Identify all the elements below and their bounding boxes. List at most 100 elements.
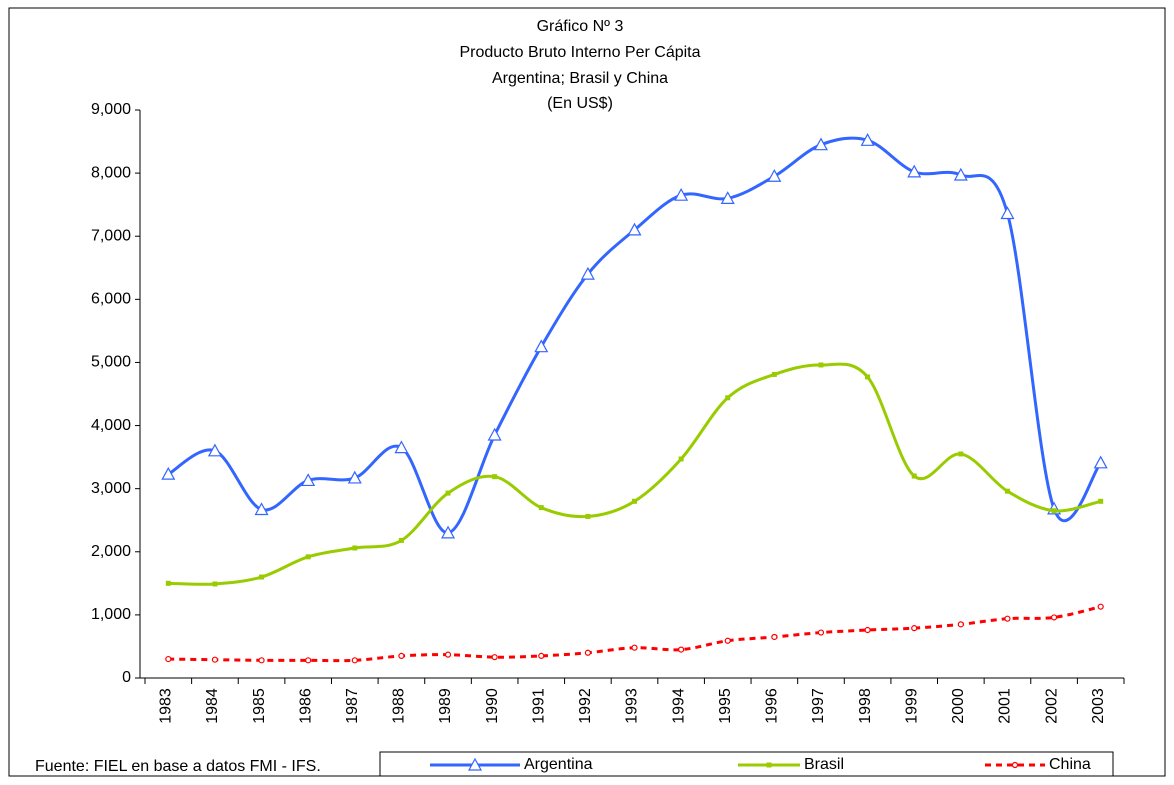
data-point xyxy=(165,580,171,586)
x-tick-label: 2001 xyxy=(997,688,1014,724)
data-point xyxy=(305,554,311,560)
data-point xyxy=(534,339,549,353)
data-point xyxy=(301,473,316,487)
y-tick-label: 5,000 xyxy=(91,354,131,371)
data-point xyxy=(165,655,172,663)
y-tick-label: 1,000 xyxy=(91,606,131,623)
data-point xyxy=(398,652,405,660)
data-point xyxy=(724,637,731,644)
x-tick-label: 1985 xyxy=(251,688,268,724)
x-tick-label: 2000 xyxy=(950,688,967,724)
x-tick-label: 1998 xyxy=(857,688,874,724)
x-tick-label: 1997 xyxy=(810,688,827,724)
data-point xyxy=(441,525,456,539)
y-tick-label: 3,000 xyxy=(91,480,131,497)
x-tick-label: 1999 xyxy=(903,688,920,724)
chart-title: Gráfico Nº 3 xyxy=(537,18,624,35)
data-point xyxy=(817,629,825,636)
data-point xyxy=(207,443,222,457)
series-line xyxy=(168,362,1102,586)
data-point xyxy=(487,427,502,441)
data-point xyxy=(259,574,265,580)
data-point xyxy=(674,187,689,201)
data-point xyxy=(351,657,358,664)
data-point xyxy=(1000,206,1015,220)
x-tick-label: 1992 xyxy=(577,688,594,724)
x-tick-label: 1984 xyxy=(204,688,221,724)
data-point xyxy=(538,505,544,511)
y-tick-label: 4,000 xyxy=(91,417,131,434)
data-point xyxy=(957,621,964,628)
x-tick-label: 1988 xyxy=(391,688,408,724)
data-point xyxy=(492,474,498,480)
data-point xyxy=(347,470,362,484)
x-tick-label: 1987 xyxy=(344,688,361,724)
data-point xyxy=(865,374,871,380)
y-tick-label: 2,000 xyxy=(91,543,131,560)
data-point xyxy=(1051,508,1057,514)
x-tick-label: 1991 xyxy=(530,688,547,724)
data-point xyxy=(911,625,918,632)
y-tick-label: 0 xyxy=(122,669,131,686)
y-tick-label: 6,000 xyxy=(91,291,131,308)
y-tick-label: 7,000 xyxy=(91,227,131,244)
data-point xyxy=(771,633,778,641)
data-point xyxy=(584,649,591,656)
data-point xyxy=(491,654,498,661)
data-point xyxy=(352,545,358,551)
data-point xyxy=(258,657,265,664)
data-point xyxy=(1004,615,1011,622)
legend-marker xyxy=(766,762,772,768)
x-tick-label: 1996 xyxy=(764,688,781,724)
data-point xyxy=(767,169,782,182)
data-point xyxy=(725,395,731,401)
data-point xyxy=(678,646,685,653)
x-tick-label: 1994 xyxy=(670,688,687,724)
data-point xyxy=(631,644,638,651)
data-point xyxy=(161,466,176,480)
x-tick-label: 1989 xyxy=(437,688,454,724)
data-point xyxy=(1050,614,1058,621)
x-tick-label: 1990 xyxy=(484,688,501,724)
legend-label: Argentina xyxy=(524,756,593,773)
chart-title: (En US$) xyxy=(547,95,613,112)
data-point xyxy=(1004,488,1010,494)
chart-title: Producto Bruto Interno Per Cápita xyxy=(459,44,700,61)
data-point xyxy=(813,137,828,151)
data-point xyxy=(254,502,269,516)
legend-label: Brasil xyxy=(804,756,844,773)
data-point xyxy=(818,362,824,368)
data-point xyxy=(632,498,637,504)
x-tick-label: 1993 xyxy=(624,688,641,724)
data-point xyxy=(585,513,591,519)
x-tick-label: 1995 xyxy=(717,688,734,724)
data-point xyxy=(538,652,545,660)
chart-title: Argentina; Brasil y China xyxy=(492,70,668,87)
legend-marker xyxy=(467,757,483,771)
data-point xyxy=(444,651,452,658)
data-point xyxy=(953,167,968,181)
x-tick-label: 1986 xyxy=(297,688,314,724)
legend-marker xyxy=(1011,761,1019,769)
chart-frame xyxy=(8,7,1166,777)
data-point xyxy=(1098,498,1104,504)
data-point xyxy=(394,440,409,454)
data-point xyxy=(212,581,218,587)
data-point xyxy=(864,626,871,634)
data-point xyxy=(720,191,735,204)
data-point xyxy=(445,490,451,496)
data-point xyxy=(211,656,219,663)
data-point xyxy=(678,456,684,462)
data-point xyxy=(911,473,917,479)
x-tick-label: 2002 xyxy=(1043,688,1060,724)
data-point xyxy=(1093,455,1108,469)
data-point xyxy=(907,164,922,178)
x-tick-label: 2003 xyxy=(1090,688,1107,724)
y-tick-label: 8,000 xyxy=(91,164,131,181)
data-point xyxy=(1097,603,1104,610)
data-point xyxy=(860,133,875,146)
y-tick-label: 9,000 xyxy=(91,101,131,118)
legend-label: China xyxy=(1049,756,1091,773)
data-point xyxy=(771,371,777,377)
